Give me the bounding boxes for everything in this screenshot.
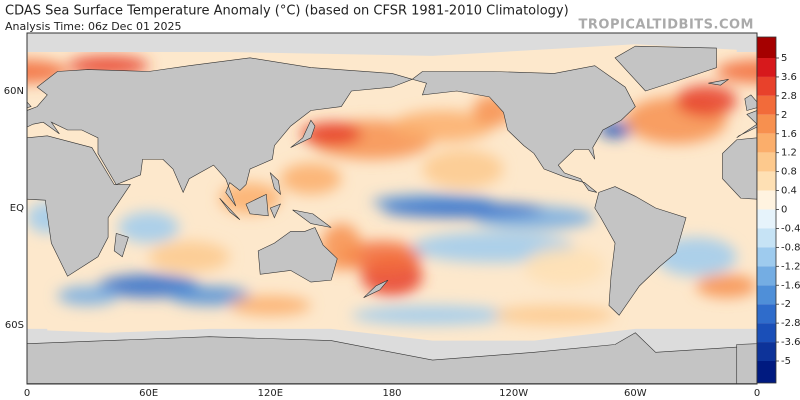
colorbar-tick-label: -0.8: [781, 242, 800, 253]
colorbar-segment: [757, 342, 776, 361]
anomaly-patch: [229, 295, 311, 316]
lat-tick-label: 60N: [4, 86, 24, 97]
anomaly-patch: [391, 110, 494, 142]
landmass: [411, 65, 636, 193]
colorbar-tick-label: 0: [781, 205, 787, 216]
lon-tick-label: 60E: [139, 388, 158, 399]
landmass: [257, 227, 338, 283]
landmass: [736, 343, 757, 384]
colorbar-tick-label: 1.2: [781, 148, 797, 159]
colorbar-tick-label: -2: [781, 299, 791, 310]
lon-tick-label: 60W: [624, 388, 647, 399]
landmass: [269, 203, 282, 219]
landmass: [219, 198, 241, 220]
landmass: [744, 94, 757, 111]
anomaly-patch: [118, 211, 180, 244]
colorbar-segment: [757, 190, 776, 210]
lat-tick-label: EQ: [10, 203, 24, 214]
landmass: [113, 232, 129, 258]
analysis-time: Analysis Time: 06z Dec 01 2025: [5, 20, 181, 33]
anomaly-patch: [168, 286, 251, 306]
colorbar-segment: [757, 95, 776, 115]
map: [27, 33, 757, 384]
landmass: [594, 186, 687, 316]
ice: [27, 33, 757, 56]
colorbar-tick-label: -3.6: [781, 337, 800, 348]
landmass: [736, 110, 757, 139]
landmass: [245, 193, 269, 217]
lon-tick-label: 0: [24, 388, 30, 399]
lon-tick-label: 0: [754, 388, 760, 399]
anomaly-patch: [280, 163, 342, 195]
lon-tick-label: 120W: [499, 388, 528, 399]
anomaly-patch: [57, 286, 119, 306]
colorbar-tick-label: -2.8: [781, 318, 800, 329]
colorbar-segment: [757, 285, 776, 305]
colorbar-segment: [757, 304, 776, 324]
ice: [736, 33, 757, 52]
colorbar: 5 3.6 2.8 2 1.6 1.2 0.8 0.4 0 -0.4 -0.8 -1.2 -1.6 -2 -…: [756, 36, 800, 384]
anomaly-patch: [148, 241, 230, 273]
colorbar-segment: [757, 37, 776, 58]
landmass: [27, 101, 32, 109]
colorbar-tick-label: -1.2: [781, 261, 800, 272]
colorbar-segment: [757, 247, 776, 267]
colorbar-segment: [757, 209, 776, 229]
colorbar-tick-label: 3.6: [781, 72, 797, 83]
axes: 0 60E 120E 180 120W 60W 0 60N EQ 60S: [4, 86, 760, 399]
landmass: [27, 332, 757, 384]
title: CDAS Sea Surface Temperature Anomaly (°C…: [5, 4, 569, 19]
lat-tick-label: 60S: [5, 320, 24, 331]
colorbar-segment: [757, 133, 776, 153]
landmass: [290, 119, 316, 148]
landmass: [27, 135, 131, 277]
colorbar-tick-label: 2: [781, 110, 787, 121]
landmass: [292, 209, 332, 228]
source: TROPICALTIDBITS.COM: [579, 18, 754, 33]
colorbar-segment: [757, 114, 776, 134]
landmass: [363, 279, 389, 298]
colorbar-tick-label: -0.4: [781, 223, 800, 234]
landmass: [614, 45, 717, 92]
land: [27, 45, 757, 384]
lon-tick-label: 180: [382, 388, 401, 399]
anomaly-patch: [300, 122, 362, 146]
colorbar-tick-label: -5: [781, 356, 791, 367]
landmass: [27, 57, 414, 207]
anomaly-patch: [716, 59, 757, 84]
anomaly-patch: [696, 274, 757, 298]
colorbar-segment: [757, 171, 776, 191]
anomaly-patch: [523, 247, 605, 286]
anomaly-patch: [493, 305, 616, 325]
landmass: [722, 137, 757, 200]
anomaly-patch: [381, 202, 545, 218]
colorbar-tick-label: 5: [781, 53, 787, 64]
anomaly-patch: [422, 149, 504, 189]
landmass: [708, 79, 729, 86]
colorbar-segment: [757, 228, 776, 248]
colorbar-tick-label: 1.6: [781, 129, 797, 140]
anomaly-patch: [341, 241, 423, 273]
lon-tick-label: 120E: [258, 388, 283, 399]
colorbar-tick-label: -1.6: [781, 280, 800, 291]
colorbar-tick-label: 2.8: [781, 91, 797, 102]
colorbar-segment: [757, 266, 776, 286]
colorbar-segment: [757, 76, 776, 96]
colorbar-segment: [757, 152, 776, 172]
anomaly-patch: [351, 305, 514, 325]
colorbar-frame: [756, 36, 777, 384]
colorbar-tick-label: 0.4: [781, 186, 797, 197]
colorbar-segment: [757, 361, 776, 383]
colorbar-segment: [757, 58, 776, 77]
landmass: [269, 171, 281, 196]
anomaly-patch: [675, 85, 737, 117]
colorbar-tick-label: 0.8: [781, 167, 797, 178]
colorbar-segment: [757, 323, 776, 343]
